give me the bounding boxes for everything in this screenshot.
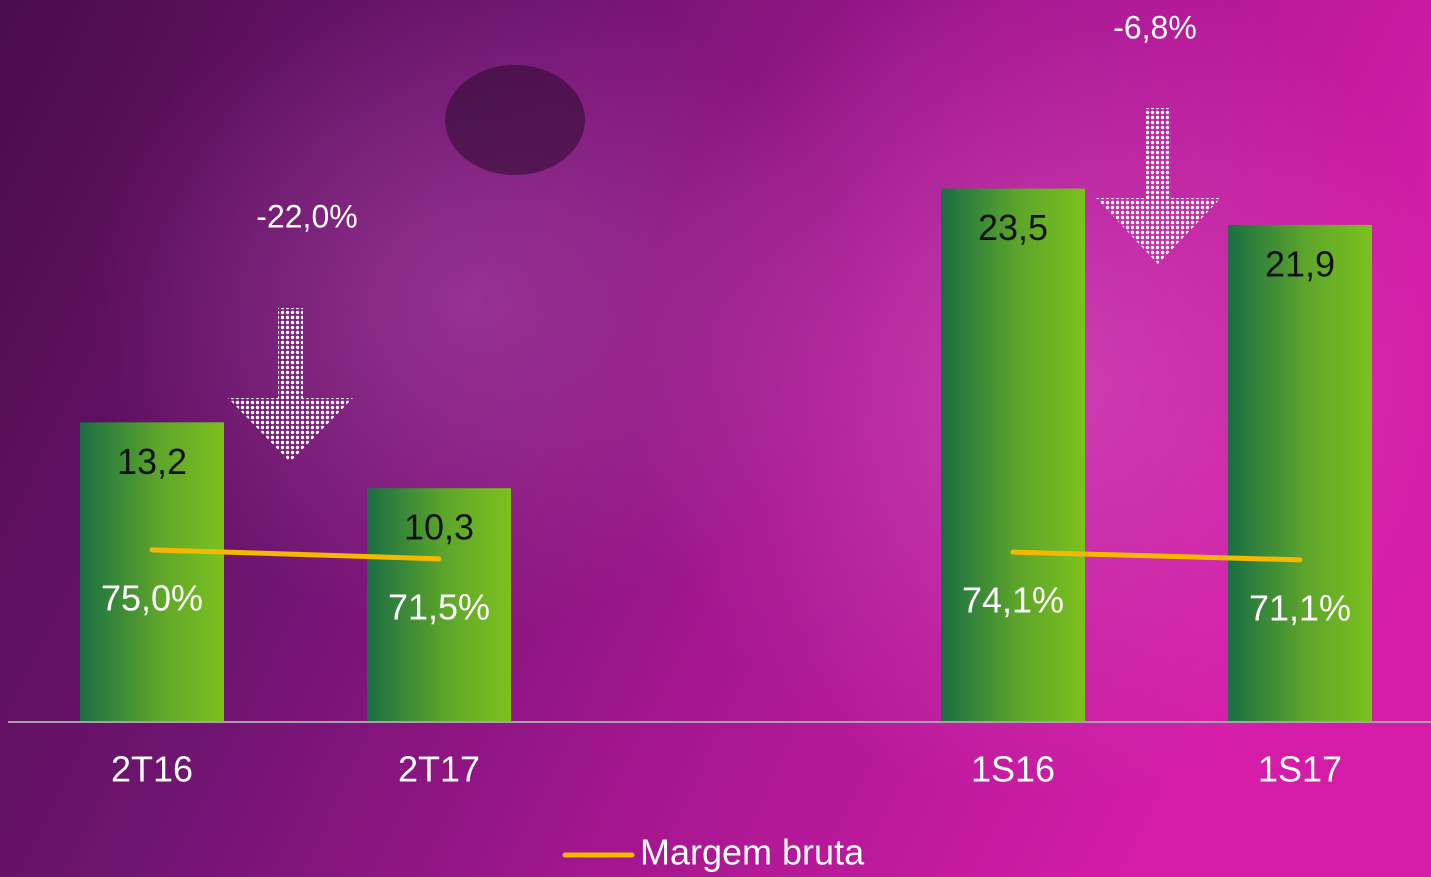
value-label: 13,2 [117, 441, 187, 482]
page: {"chart_data": {"type": "bar", "categori… [0, 0, 1431, 877]
value-label: 71,1% [1249, 587, 1351, 628]
legend-label: Margem bruta [640, 832, 865, 873]
x-tick-label: 2T17 [398, 749, 480, 790]
annotation: -22,0% [256, 198, 357, 234]
bar [1228, 225, 1372, 722]
x-tick-label: 1S17 [1258, 749, 1342, 790]
bar [941, 189, 1085, 722]
annotation: -6,8% [1113, 9, 1197, 45]
x-tick-label: 2T16 [111, 749, 193, 790]
value-label: 10,3 [404, 507, 474, 548]
value-label: 74,1% [962, 580, 1064, 621]
chart: -22,0% -6,8% 13,2 10,3 23,5 21,9 75,0% 71,5% 7… [0, 0, 1431, 877]
value-label: 71,5% [388, 586, 490, 627]
x-tick-label: 1S16 [971, 749, 1055, 790]
value-label: 23,5 [978, 207, 1048, 248]
value-label: 75,0% [101, 577, 203, 618]
value-label: 21,9 [1265, 243, 1335, 284]
background-photo [445, 65, 585, 175]
